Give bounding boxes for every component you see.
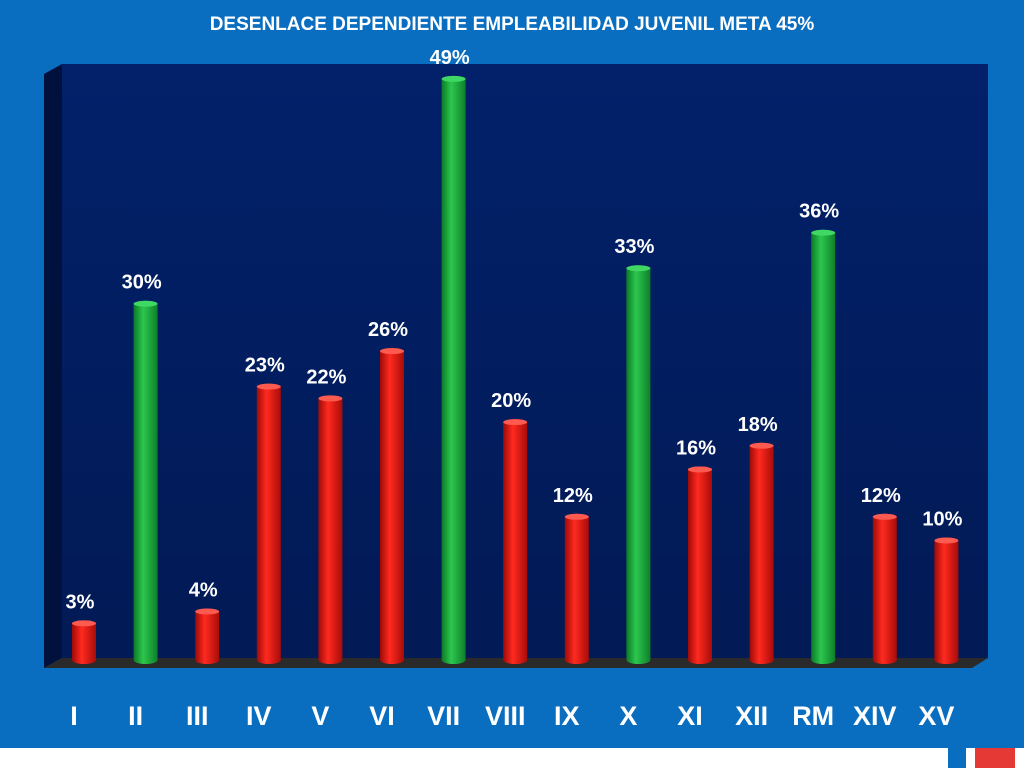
x-tick-II: II [128,701,143,731]
x-tick-I: I [70,701,78,731]
data-label-III: 4% [189,579,218,601]
corner-accent-blue [948,748,966,768]
bar-IV [256,383,281,664]
bar-VI [380,348,404,664]
bar-XII [749,442,774,664]
bar-XI [688,466,712,664]
data-label-VIII: 20% [491,390,531,412]
corner-accent-red [975,748,1015,768]
data-label-VI: 26% [368,319,408,341]
bar-cap-V [318,395,343,402]
x-tick-III: III [186,701,209,731]
data-label-RM: 36% [799,201,839,223]
bar-cap-II [133,300,158,307]
bar-chart: 3% 30% 4% 23% 22% 26% 49% 20% 12% 33% 16% 18% 36% 12%… [44,47,988,731]
x-tick-XIV: XIV [853,701,897,731]
x-tick-RM: RM [792,701,834,731]
data-label-I: 3% [66,591,95,613]
bar-cap-III [195,608,220,615]
data-label-XIV: 12% [861,485,901,507]
bar-II [133,300,158,664]
bar-VIII [503,419,528,664]
plot-left-wall [44,64,62,668]
bar-cap-XIV [872,513,897,520]
data-label-II: 30% [122,272,162,294]
bar-cap-RM [811,229,836,236]
data-label-XV: 10% [922,508,962,530]
data-label-XI: 16% [676,437,716,459]
bar-XIV [872,513,897,664]
data-label-IX: 12% [553,485,593,507]
data-labels-layer: 3% 30% 4% 23% 22% 26% 49% 20% 12% 33% 16% 18% 36% 12%… [66,47,963,613]
data-label-XII: 18% [738,414,778,436]
x-tick-IV: IV [246,701,272,731]
x-tick-VIII: VIII [485,701,526,731]
bar-cap-VI [380,348,404,355]
data-label-X: 33% [614,236,654,258]
bar-cap-X [626,265,651,272]
data-label-IV: 23% [245,355,285,377]
bar-cap-I [72,620,96,627]
x-tick-XII: XII [735,701,768,731]
bar-cap-XV [934,537,959,544]
data-label-VII: 49% [430,47,470,69]
data-label-V: 22% [306,366,346,388]
bar-cap-IX [564,513,589,520]
bar-cap-XI [688,466,712,473]
bar-VII [441,75,466,664]
bar-V [318,395,343,664]
chart-title: DESENLACE DEPENDIENTE EMPLEABILIDAD JUVE… [209,14,815,35]
bar-III [195,608,220,664]
x-tick-X: X [619,701,637,731]
bar-cap-VII [441,75,466,82]
x-tick-XV: XV [918,701,954,731]
bars-layer [72,75,959,664]
bar-X [626,265,651,664]
bar-IX [564,513,589,664]
bar-RM [811,229,836,664]
bar-cap-IV [256,383,281,390]
x-tick-VII: VII [427,701,460,731]
x-tick-XI: XI [677,701,703,731]
bar-cap-XII [749,442,774,449]
x-axis-tick-labels: I II III IV V VI VII VIII IX X XI XII RM XIV XV [70,701,954,731]
bar-cap-VIII [503,419,528,426]
bar-XV [934,537,959,664]
x-tick-IX: IX [554,701,580,731]
x-tick-VI: VI [369,701,395,731]
x-tick-V: V [311,701,329,731]
bar-I [72,620,96,664]
